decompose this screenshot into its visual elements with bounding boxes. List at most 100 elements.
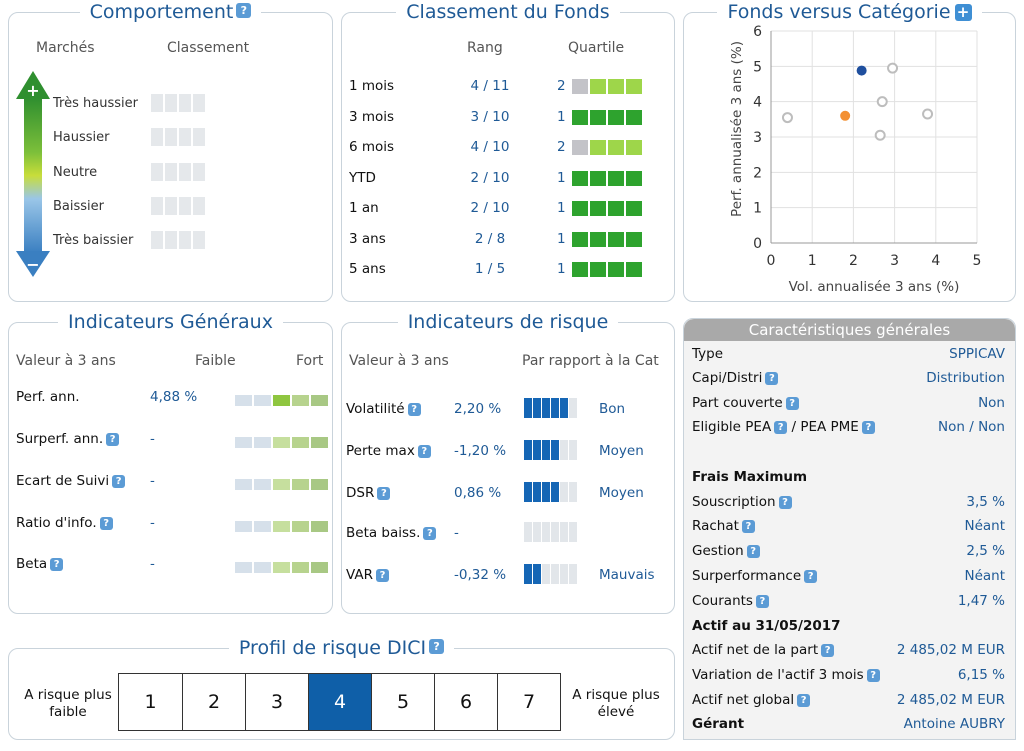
scale-cell [292, 479, 309, 490]
risk-cell [551, 482, 559, 502]
risk-cell [524, 398, 532, 418]
comportement-title: Comportement [89, 1, 234, 23]
x-tick-label: 1 [808, 253, 817, 269]
help-icon[interactable]: ? [50, 557, 64, 571]
quartile-cell [626, 171, 642, 186]
help-icon[interactable]: ? [417, 444, 431, 458]
quartile-cell [626, 140, 642, 155]
rank-cell [179, 231, 191, 249]
help-icon[interactable]: ? [423, 526, 437, 540]
risque-panel: Indicateurs de risque Valeur à 3 ans Par… [341, 309, 675, 614]
row-rachat: Rachat? Néant [692, 518, 1005, 534]
risk-cell [533, 522, 541, 542]
risk-cell [551, 522, 559, 542]
quartile-value: 1 [557, 231, 566, 247]
scatter-point[interactable] [856, 65, 867, 76]
rank-cell [151, 163, 163, 181]
quartile-value: 1 [557, 200, 566, 216]
rank-cell [165, 197, 177, 215]
help-icon[interactable]: ? [866, 668, 880, 682]
risk-cell [524, 440, 532, 460]
help-icon[interactable]: ? [785, 396, 799, 410]
quartile-cell [608, 201, 624, 216]
quartile-cell [608, 262, 624, 277]
period-label: 1 mois [349, 78, 395, 94]
help-icon[interactable]: ? [112, 474, 126, 488]
quartile-bar [572, 110, 642, 125]
help-icon[interactable]: ? [797, 693, 811, 707]
scatter-point[interactable] [922, 108, 934, 120]
rank-cell [193, 94, 205, 112]
quartile-bar [572, 79, 642, 94]
expand-plus-icon[interactable]: + [954, 4, 972, 21]
risk-cell [542, 398, 550, 418]
scale-cell [311, 479, 328, 490]
risk-rating: Bon [599, 401, 626, 417]
help-icon[interactable]: ? [755, 594, 769, 608]
scale-cell [254, 562, 271, 573]
rang-value: 2 / 10 [470, 200, 510, 216]
help-icon[interactable]: ? [821, 643, 835, 657]
help-icon[interactable]: ? [407, 402, 421, 416]
period-label: 3 ans [349, 231, 386, 247]
quartile-cell [590, 110, 606, 125]
period-label: 6 mois [349, 139, 395, 155]
rank-cell [193, 197, 205, 215]
quartile-cell [590, 79, 606, 94]
row-actif-global: Actif net global? 2 485,02 M EUR [692, 692, 1005, 708]
scale-cell [235, 521, 252, 532]
help-icon[interactable]: ? [429, 639, 445, 654]
risk-cell [560, 398, 568, 418]
help-icon[interactable]: ? [778, 495, 792, 509]
help-icon[interactable]: ? [765, 371, 779, 385]
indicator-label: Ratio d'info.? [16, 515, 113, 531]
scatter-point[interactable] [781, 112, 793, 124]
scale-cell [273, 479, 290, 490]
rank-cell [179, 94, 191, 112]
scale-cell [254, 395, 271, 406]
help-icon[interactable]: ? [774, 420, 788, 434]
risk-bar [524, 398, 578, 418]
help-icon[interactable]: ? [861, 420, 875, 434]
help-icon[interactable]: ? [99, 516, 113, 530]
rank-cell [165, 128, 177, 146]
dici-level-3: 3 [245, 674, 308, 730]
risque-title: Indicateurs de risque [397, 309, 619, 335]
scatter-point[interactable] [876, 96, 888, 108]
scatter-point[interactable] [840, 110, 851, 121]
risk-bar [524, 522, 578, 542]
risk-cell [524, 564, 532, 584]
quartile-value: 2 [557, 78, 566, 94]
dici-level-5: 5 [371, 674, 434, 730]
help-icon[interactable]: ? [741, 519, 755, 533]
y-tick-label: 3 [753, 130, 762, 146]
help-icon[interactable]: ? [746, 544, 760, 558]
risk-cell [551, 440, 559, 460]
classement-title: Classement du Fonds [396, 0, 620, 25]
help-icon[interactable]: ? [236, 3, 252, 18]
risk-value: - [454, 525, 459, 541]
help-icon[interactable]: ? [804, 569, 818, 583]
rank-cell [193, 231, 205, 249]
scale-cell [311, 395, 328, 406]
indicator-label: Ecart de Suivi? [16, 473, 126, 489]
col-quartile: Quartile [568, 40, 625, 56]
quartile-value: 1 [557, 170, 566, 186]
risk-cell [560, 522, 568, 542]
scale-cell [235, 437, 252, 448]
scale-cell [273, 562, 290, 573]
arrow-minus: − [26, 255, 39, 274]
gerant-link[interactable]: Antoine AUBRY [903, 716, 1005, 732]
scatter-point[interactable] [887, 62, 899, 74]
quartile-bar [572, 140, 642, 155]
rang-value: 2 / 8 [474, 231, 506, 247]
help-icon[interactable]: ? [106, 432, 120, 446]
rank-cell [151, 94, 163, 112]
rank-cell [151, 197, 163, 215]
scatter-point[interactable] [874, 129, 886, 141]
row-surperformance: Surperformance? Néant [692, 568, 1005, 584]
classement-panel: Classement du Fonds Rang Quartile 1 mois… [341, 0, 675, 302]
risk-cell [551, 398, 559, 418]
help-icon[interactable]: ? [376, 568, 389, 582]
help-icon[interactable]: ? [377, 486, 391, 500]
